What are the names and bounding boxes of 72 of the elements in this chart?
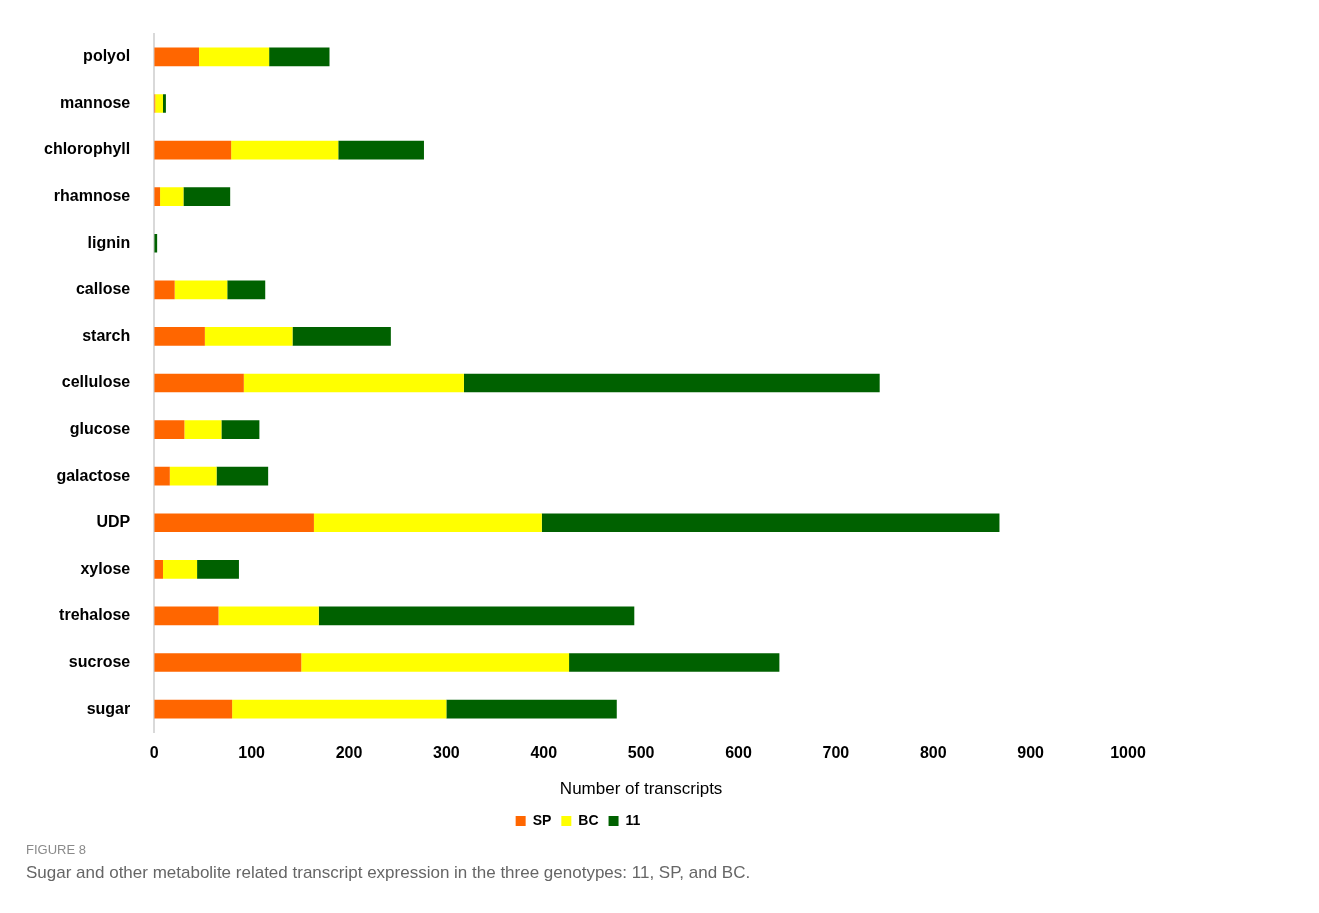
bar (218, 606, 319, 626)
bar (160, 187, 184, 206)
x-tick-label: 400 (530, 744, 558, 762)
bar (313, 513, 542, 533)
y-tick-label: galactose (56, 466, 131, 484)
bar (199, 47, 270, 67)
bar (269, 47, 330, 67)
bar (197, 560, 239, 579)
y-tick-label: sucrose (68, 652, 131, 670)
bar (301, 653, 570, 672)
y-tick-label: cellulose (61, 373, 131, 391)
bar (569, 653, 780, 672)
bar (155, 94, 163, 113)
y-tick-label: mannose (59, 93, 131, 111)
bar (446, 699, 617, 719)
bar (541, 513, 1000, 533)
bar (463, 373, 880, 393)
bar (154, 47, 200, 67)
bar (243, 373, 464, 393)
bar (169, 466, 217, 486)
bar (154, 560, 163, 579)
bar (232, 699, 447, 719)
bar (183, 187, 231, 206)
bar (154, 513, 314, 533)
x-tick-label: 200 (335, 744, 363, 762)
bar (216, 466, 269, 486)
bar (154, 420, 185, 439)
legend-label: SP (532, 811, 552, 828)
bar (154, 466, 170, 486)
x-tick-label: 500 (627, 744, 655, 762)
bar (162, 560, 198, 579)
y-tick-label: rhamnose (53, 187, 131, 205)
bar (162, 94, 166, 113)
x-tick-label: 1000 (1110, 744, 1146, 762)
bar (204, 327, 293, 346)
bar (221, 420, 260, 439)
y-tick-label: polyol (83, 47, 131, 65)
x-tick-label: 0 (149, 744, 159, 762)
y-tick-label: xylose (80, 559, 131, 577)
bar (154, 327, 205, 346)
y-tick-label: chlorophyll (43, 140, 131, 158)
bar (184, 420, 222, 439)
bar (154, 699, 233, 719)
bar (174, 280, 228, 300)
bar (338, 140, 424, 160)
legend-label: BC (578, 811, 599, 828)
x-tick-label: 100 (238, 744, 266, 762)
x-axis-title: Number of transcripts (559, 779, 723, 799)
bar (292, 327, 391, 346)
legend-label: 11 (625, 811, 641, 828)
bar (231, 140, 339, 160)
bar (154, 606, 219, 626)
x-tick-label: 800 (919, 744, 947, 762)
bar (154, 280, 175, 300)
x-tick-label: 900 (1017, 744, 1045, 762)
y-tick-label: trehalose (59, 606, 131, 624)
text: Sugar and other metabolite related transcript expression in the three genotypes: 11, SP, and BC. (26, 863, 752, 883)
y-tick-label: lignin (87, 233, 131, 251)
y-tick-label: UDP (96, 513, 131, 531)
x-tick-label: 700 (822, 744, 850, 762)
y-tick-label: glucose (69, 419, 131, 437)
y-tick-label: starch (82, 326, 131, 344)
caption: FIGURE 8 (26, 842, 87, 857)
bar (154, 140, 232, 160)
bar (227, 280, 266, 300)
y-tick-label: sugar (86, 699, 131, 717)
bar (154, 373, 244, 393)
bar (318, 606, 635, 626)
y-tick-label: callose (75, 280, 131, 298)
x-tick-label: 300 (433, 744, 460, 762)
x-tick-label: 600 (725, 744, 752, 762)
bar (154, 653, 302, 672)
